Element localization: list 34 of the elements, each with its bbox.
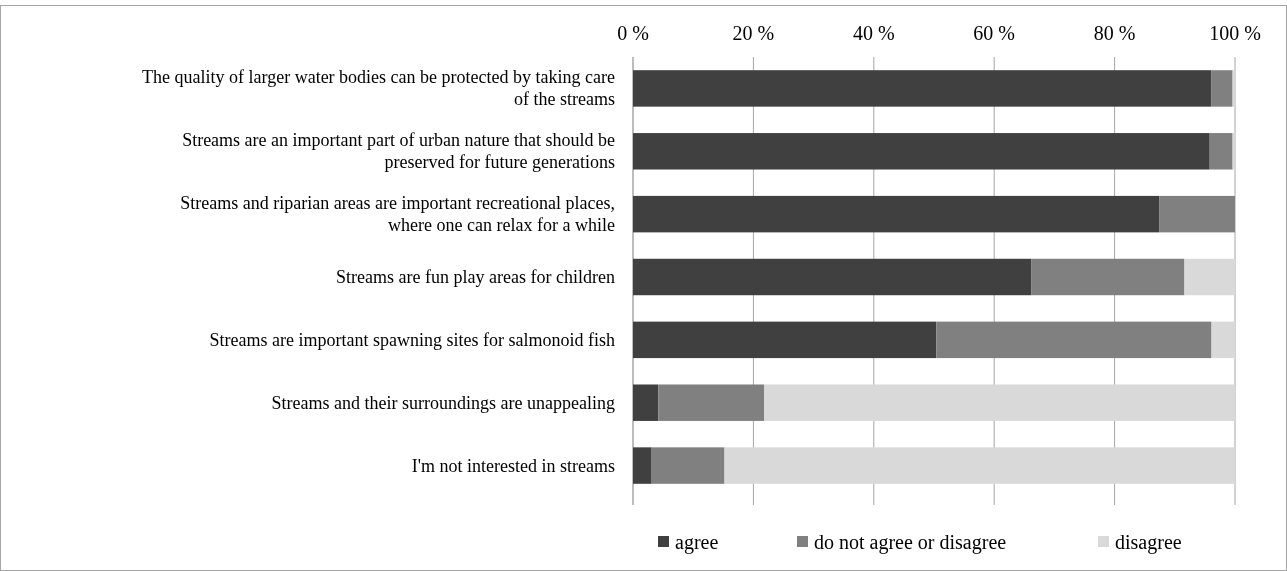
x-tick-label: 0 % <box>617 22 649 44</box>
bar <box>764 384 1235 421</box>
y-tick-label: Streams are an important part of urban nature that should be preserved for future generations <box>182 130 615 173</box>
bar <box>1159 195 1235 233</box>
bar <box>1184 258 1235 296</box>
bar <box>633 195 1160 233</box>
legend-label: do not agree or disagree <box>814 531 1007 554</box>
x-tick-label: 20 % <box>732 22 775 44</box>
bar <box>658 384 765 421</box>
x-tick-label: 100 % <box>1209 22 1261 44</box>
bar <box>633 70 1212 107</box>
y-tick-label: I'm not interested in streams <box>411 455 615 476</box>
x-tick-label: 40 % <box>852 22 895 44</box>
y-tick-label: Streams are fun play areas for children <box>336 267 615 287</box>
bar <box>633 258 1032 296</box>
bar <box>1211 321 1235 359</box>
y-tick-label: Streams are important spawning sites for salmonoid fish <box>209 329 615 350</box>
y-tick-label: Streams and riparian areas are important recreational places, where one can relax for a while <box>180 193 615 236</box>
x-tick-label: 60 % <box>973 22 1016 44</box>
bar <box>633 133 1210 170</box>
y-tick-label: The quality of larger water bodies can be protected by taking care of the streams <box>142 67 616 110</box>
bar <box>651 447 725 484</box>
bar <box>633 447 652 484</box>
legend-label: disagree <box>1115 531 1182 554</box>
bar <box>1211 70 1233 107</box>
bar <box>1031 258 1185 296</box>
bar <box>724 447 1235 484</box>
bar <box>633 384 659 421</box>
y-tick-label: Streams and their surroundings are unappealing <box>271 392 615 413</box>
legend-label: agree <box>675 531 719 554</box>
x-tick-label: 80 % <box>1093 22 1136 44</box>
bar <box>936 321 1212 359</box>
bar <box>633 321 937 359</box>
bar <box>1209 133 1233 170</box>
